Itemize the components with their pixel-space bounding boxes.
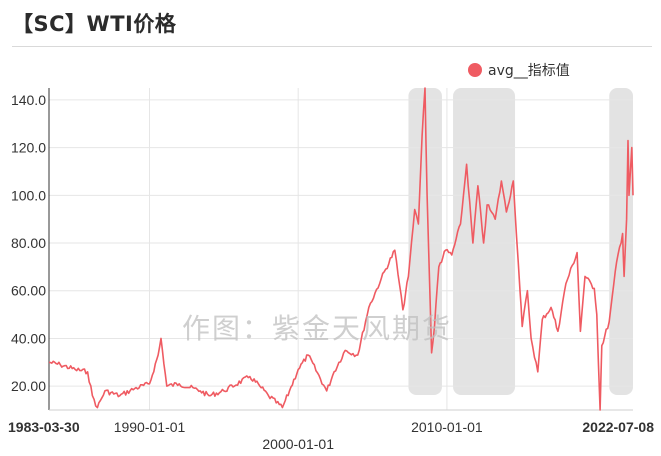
title-divider [12,46,652,47]
y-tick-label: 120.0 [11,140,46,156]
y-tick-label: 60.00 [11,283,46,299]
x-tick-label: 2010-01-01 [411,419,483,435]
y-tick-label: 100.0 [11,187,46,203]
legend-series-marker [468,63,482,77]
x-axis-tick-labels: 1983-03-30 1990-01-01 2000-01-01 2010-01-01… [8,419,654,452]
page-title: 【SC】WTI价格 [12,12,177,36]
y-tick-label: 40.00 [11,330,46,346]
y-tick-label: 20.00 [11,378,46,394]
legend-series-label: avg__指标值 [488,63,570,79]
y-tick-label: 80.00 [11,235,46,251]
y-tick-label: 140.0 [11,92,46,108]
x-tick-label: 1983-03-30 [8,419,80,435]
y-axis-tick-labels: 140.0 120.0 100.0 80.00 60.00 40.00 20.00 [11,92,46,394]
x-tick-label: 1990-01-01 [114,419,186,435]
chart-axes [48,88,633,411]
x-tick-label: 2022-07-08 [582,419,654,435]
series-line-1 [48,87,634,411]
shaded-period-1 [408,88,442,395]
shaded-periods [408,88,633,395]
chart-legend[interactable]: avg__指标值 [468,60,570,80]
chart-grid [49,88,633,410]
x-tick-label: 2000-01-01 [262,436,334,452]
watermark: 作图：紫金天风期货 [182,312,452,345]
series-lines [48,87,634,411]
